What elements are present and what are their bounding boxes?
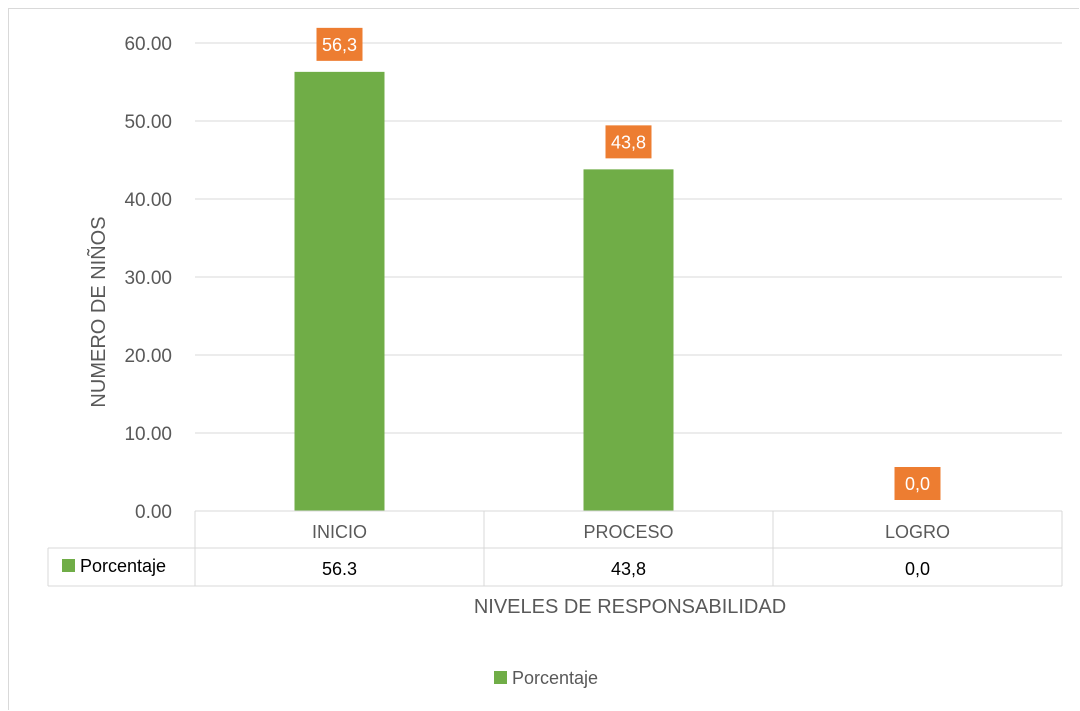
x-axis-title: NIVELES DE RESPONSABILIDAD [474, 596, 786, 618]
data-label-box [894, 467, 941, 500]
legend-label: Porcentaje [512, 668, 598, 688]
bar [583, 169, 674, 512]
y-tick-label: 0.00 [135, 502, 172, 523]
y-axis-ticks: 0.00 10.00 20.00 30.00 40.00 50.00 60.00 [124, 34, 172, 523]
table-value: 56.3 [322, 559, 357, 579]
table-value: 43,8 [611, 559, 646, 579]
y-axis-title: NUMERO DE NIÑOS [86, 216, 110, 407]
data-label: 0,0 [905, 474, 930, 494]
bar [294, 71, 385, 512]
legend: Porcentaje [494, 668, 598, 688]
chart-frame [8, 8, 1079, 710]
data-label-box [316, 27, 363, 61]
data-table: INICIO 56.3 PROCESO 43,8 LOGRO 0,0 Porcentaje [47, 510, 1063, 587]
table-legend-swatch [62, 559, 75, 572]
category-label: PROCESO [583, 522, 673, 542]
y-tick-label: 50.00 [124, 112, 172, 133]
category-label: LOGRO [885, 522, 950, 542]
bars [294, 71, 674, 512]
y-tick-label: 10.00 [124, 424, 172, 445]
data-label-box [605, 125, 652, 159]
y-tick-label: 40.00 [124, 190, 172, 211]
category-label: INICIO [312, 522, 367, 542]
table-value: 0,0 [905, 559, 930, 579]
y-tick-label: 20.00 [124, 346, 172, 367]
data-label: 56,3 [322, 35, 357, 55]
data-labels: 56,3 43,8 0,0 [316, 27, 941, 500]
y-tick-label: 30.00 [124, 268, 172, 289]
y-tick-label: 60.00 [124, 34, 172, 55]
legend-swatch [494, 671, 507, 684]
data-label: 43,8 [611, 132, 646, 152]
table-row-label: Porcentaje [80, 556, 166, 576]
